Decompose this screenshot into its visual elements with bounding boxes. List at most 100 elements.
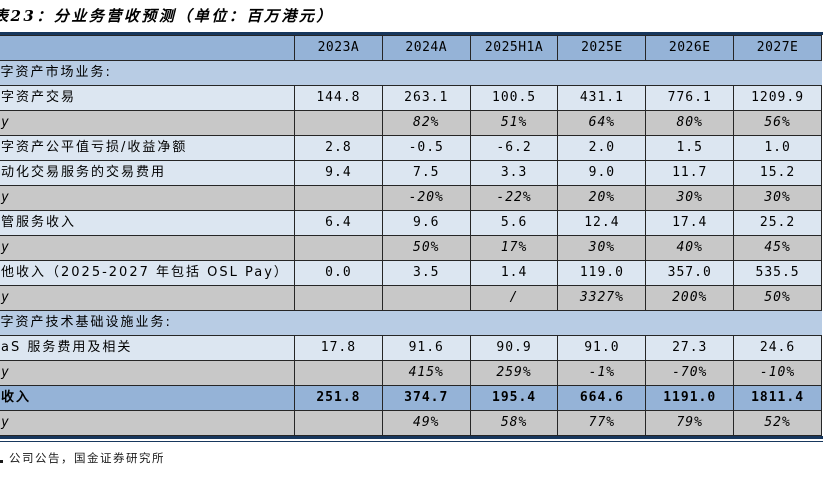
value-cell: -10%	[733, 360, 822, 386]
value-cell: 11.7	[645, 160, 735, 186]
value-cell: 30%	[557, 235, 647, 261]
table-title: 表23：分业务营收预测（单位：百万港元）	[0, 7, 334, 25]
value-cell: 7.5	[381, 160, 471, 186]
value-cell: 263.1	[381, 85, 471, 111]
header-cell-label	[0, 35, 295, 61]
row-label: aS 服务费用及相关	[0, 335, 295, 361]
row-label: 收入	[0, 385, 295, 411]
header-cell-2027e: 2027E	[733, 35, 822, 61]
value-cell: 17.8	[294, 335, 383, 361]
section-label: 字资产市场业务:	[0, 60, 822, 86]
value-cell: 82%	[381, 110, 471, 136]
table-row-section: 字资产市场业务:	[0, 60, 822, 86]
table-row-yoy: y 82% 51% 64% 80% 56%	[0, 110, 822, 136]
value-cell: 20%	[557, 185, 647, 211]
value-cell: 195.4	[469, 385, 559, 411]
value-cell: 58%	[469, 410, 559, 436]
value-cell: 144.8	[294, 85, 383, 111]
value-cell: 119.0	[557, 260, 647, 286]
value-cell: -6.2	[469, 135, 559, 161]
forecast-table-wrapper: 2023A 2024A 2025H1A 2025E 2026E 2027E 字资…	[0, 32, 823, 436]
header-cell-2024a: 2024A	[381, 35, 471, 61]
value-cell: -22%	[469, 185, 559, 211]
value-cell: 1191.0	[645, 385, 735, 411]
value-cell: 50%	[733, 285, 822, 311]
value-cell: -70%	[645, 360, 735, 386]
value-cell: 374.7	[381, 385, 471, 411]
value-cell: 259%	[469, 360, 559, 386]
value-cell: 90.9	[469, 335, 559, 361]
header-cell-2023a: 2023A	[294, 35, 383, 61]
value-cell: 9.4	[294, 160, 383, 186]
row-label: y	[0, 410, 295, 436]
value-cell: 776.1	[645, 85, 735, 111]
value-cell: 664.6	[557, 385, 647, 411]
value-cell: 25.2	[733, 210, 822, 236]
table-row-yoy: y 50% 17% 30% 40% 45%	[0, 235, 822, 261]
value-cell: 3327%	[557, 285, 647, 311]
value-cell: 91.0	[557, 335, 647, 361]
value-cell: /	[469, 285, 559, 311]
value-cell: 64%	[557, 110, 647, 136]
value-cell: 2.8	[294, 135, 383, 161]
forecast-table: 2023A 2024A 2025H1A 2025E 2026E 2027E 字资…	[0, 35, 822, 436]
table-row-section: 字资产技术基础设施业务:	[0, 310, 822, 336]
row-label: y	[0, 360, 295, 386]
value-cell: 1.4	[469, 260, 559, 286]
value-cell: 17%	[469, 235, 559, 261]
value-cell: 9.0	[557, 160, 647, 186]
header-cell-2026e: 2026E	[645, 35, 735, 61]
section-label: 字资产技术基础设施业务:	[0, 310, 822, 336]
value-cell: -20%	[381, 185, 471, 211]
row-label: y	[0, 235, 295, 261]
row-label: 字资产公平值亏损/收益净额	[0, 135, 295, 161]
value-cell: 415%	[381, 360, 471, 386]
table-header: 2023A 2024A 2025H1A 2025E 2026E 2027E	[0, 35, 822, 61]
value-cell: 45%	[733, 235, 822, 261]
value-cell: 79%	[645, 410, 735, 436]
value-cell: 535.5	[733, 260, 822, 286]
value-cell: 1209.9	[733, 85, 822, 111]
value-cell: 17.4	[645, 210, 735, 236]
value-cell: 30%	[645, 185, 735, 211]
header-cell-2025h1a: 2025H1A	[469, 35, 559, 61]
table-row-yoy: y /3327% 200% 50%	[0, 285, 822, 311]
value-cell: 5.6	[469, 210, 559, 236]
value-cell	[294, 410, 383, 436]
value-cell: 51%	[469, 110, 559, 136]
row-label: 他收入（2025-2027 年包括 OSL Pay）	[0, 260, 295, 286]
table-body: 字资产市场业务: 字资产交易 144.8 263.1 100.5 431.1 776.1 12…	[0, 60, 822, 436]
value-cell: 56%	[733, 110, 822, 136]
value-cell	[294, 360, 383, 386]
value-cell: 3.5	[381, 260, 471, 286]
value-cell: 49%	[381, 410, 471, 436]
table-row-data: 他收入（2025-2027 年包括 OSL Pay） 0.0 3.5 1.4 119.0…	[0, 260, 822, 286]
row-label: 管服务收入	[0, 210, 295, 236]
value-cell: 30%	[733, 185, 822, 211]
value-cell: 24.6	[733, 335, 822, 361]
value-cell: 0.0	[294, 260, 383, 286]
row-label: y	[0, 185, 295, 211]
table-bottom-rule	[0, 436, 823, 442]
value-cell	[294, 285, 383, 311]
row-label: y	[0, 285, 295, 311]
value-cell: 15.2	[733, 160, 822, 186]
value-cell: 1811.4	[733, 385, 822, 411]
row-label: y	[0, 110, 295, 136]
value-cell	[294, 110, 383, 136]
header-cell-2025e: 2025E	[557, 35, 647, 61]
table-row-data: 动化交易服务的交易费用 9.4 7.5 3.3 9.0 11.7 15.2	[0, 160, 822, 186]
table-row-data: 字资产交易 144.8 263.1 100.5 431.1 776.1 1209.9	[0, 85, 822, 111]
value-cell: 2.0	[557, 135, 647, 161]
value-cell: 3.3	[469, 160, 559, 186]
value-cell: 9.6	[381, 210, 471, 236]
value-cell: 80%	[645, 110, 735, 136]
table-row-total: 收入 251.8 374.7 195.4 664.6 1191.0 1811.4	[0, 385, 822, 411]
value-cell: 100.5	[469, 85, 559, 111]
source-note: 公司公告，国金证券研究所	[0, 450, 826, 466]
value-cell: 200%	[645, 285, 735, 311]
value-cell: 251.8	[294, 385, 383, 411]
table-row-yoy: y 415% 259% -1% -70% -10%	[0, 360, 822, 386]
value-cell: 27.3	[645, 335, 735, 361]
header-row: 2023A 2024A 2025H1A 2025E 2026E 2027E	[0, 35, 822, 61]
